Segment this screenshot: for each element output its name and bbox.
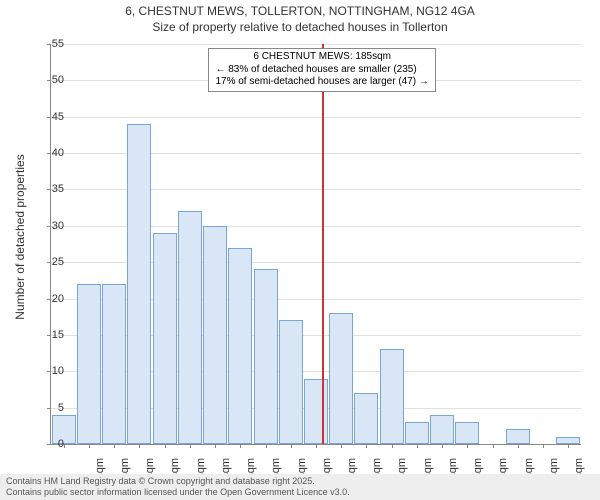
histogram-bar <box>279 320 303 444</box>
histogram-bar <box>153 233 177 444</box>
chart-container: 6, CHESTNUT MEWS, TOLLERTON, NOTTINGHAM,… <box>0 0 600 500</box>
title-line-2: Size of property relative to detached ho… <box>0 20 600 36</box>
callout-line: 6 CHESTNUT MEWS: 185sqm <box>215 51 428 64</box>
histogram-bar <box>430 415 454 444</box>
histogram-bar <box>455 422 479 444</box>
chart-area: 55sqm68sqm80sqm93sqm106sqm119sqm131sqm14… <box>50 44 580 444</box>
x-tick-mark <box>266 444 267 448</box>
x-tick-mark <box>417 444 418 448</box>
histogram-bar <box>405 422 429 444</box>
x-tick-mark <box>366 444 367 448</box>
reference-line <box>322 44 324 444</box>
x-tick-mark <box>341 444 342 448</box>
x-tick-mark <box>89 444 90 448</box>
histogram-bar <box>77 284 101 444</box>
gridline <box>51 117 581 118</box>
callout-line: 17% of semi-detached houses are larger (… <box>215 76 428 89</box>
y-tick-label: 20 <box>34 293 64 305</box>
histogram-bar <box>380 349 404 444</box>
y-tick-label: 55 <box>34 38 64 50</box>
y-tick-label: 45 <box>34 111 64 123</box>
x-tick-mark <box>568 444 569 448</box>
histogram-bar <box>178 211 202 444</box>
y-tick-label: 10 <box>34 365 64 377</box>
x-tick-mark <box>215 444 216 448</box>
title-line-1: 6, CHESTNUT MEWS, TOLLERTON, NOTTINGHAM,… <box>0 4 600 20</box>
x-tick-mark <box>316 444 317 448</box>
x-tick-mark <box>240 444 241 448</box>
gridline <box>51 44 581 45</box>
histogram-bar <box>254 269 278 444</box>
x-tick-mark <box>493 444 494 448</box>
callout-line: ← 83% of detached houses are smaller (23… <box>215 64 428 77</box>
callout-box: 6 CHESTNUT MEWS: 185sqm← 83% of detached… <box>208 48 435 92</box>
y-axis-label: Number of detached properties <box>13 147 27 327</box>
x-tick-mark <box>518 444 519 448</box>
y-tick-label: 0 <box>34 438 64 450</box>
histogram-bar <box>506 429 530 444</box>
title-block: 6, CHESTNUT MEWS, TOLLERTON, NOTTINGHAM,… <box>0 0 600 35</box>
y-tick-label: 35 <box>34 183 64 195</box>
footer-line-1: Contains HM Land Registry data © Crown c… <box>6 476 594 487</box>
y-tick-label: 40 <box>34 147 64 159</box>
histogram-bar <box>203 226 227 444</box>
x-tick-mark <box>114 444 115 448</box>
histogram-bar <box>228 248 252 444</box>
footer-line-2: Contains public sector information licen… <box>6 487 594 498</box>
x-tick-mark <box>165 444 166 448</box>
x-tick-mark <box>291 444 292 448</box>
x-tick-mark <box>467 444 468 448</box>
histogram-bar <box>329 313 353 444</box>
x-tick-mark <box>543 444 544 448</box>
y-tick-label: 15 <box>34 329 64 341</box>
histogram-bar <box>354 393 378 444</box>
y-tick-label: 5 <box>34 402 64 414</box>
x-tick-mark <box>392 444 393 448</box>
y-tick-label: 50 <box>34 74 64 86</box>
histogram-bar <box>102 284 126 444</box>
histogram-bar <box>556 437 580 444</box>
x-tick-mark <box>190 444 191 448</box>
histogram-bar <box>304 379 328 444</box>
x-tick-mark <box>442 444 443 448</box>
y-tick-label: 25 <box>34 256 64 268</box>
histogram-bar <box>127 124 151 444</box>
x-tick-mark <box>139 444 140 448</box>
y-tick-label: 30 <box>34 220 64 232</box>
footer-attribution: Contains HM Land Registry data © Crown c… <box>0 474 600 500</box>
plot-area: 55sqm68sqm80sqm93sqm106sqm119sqm131sqm14… <box>50 44 581 445</box>
